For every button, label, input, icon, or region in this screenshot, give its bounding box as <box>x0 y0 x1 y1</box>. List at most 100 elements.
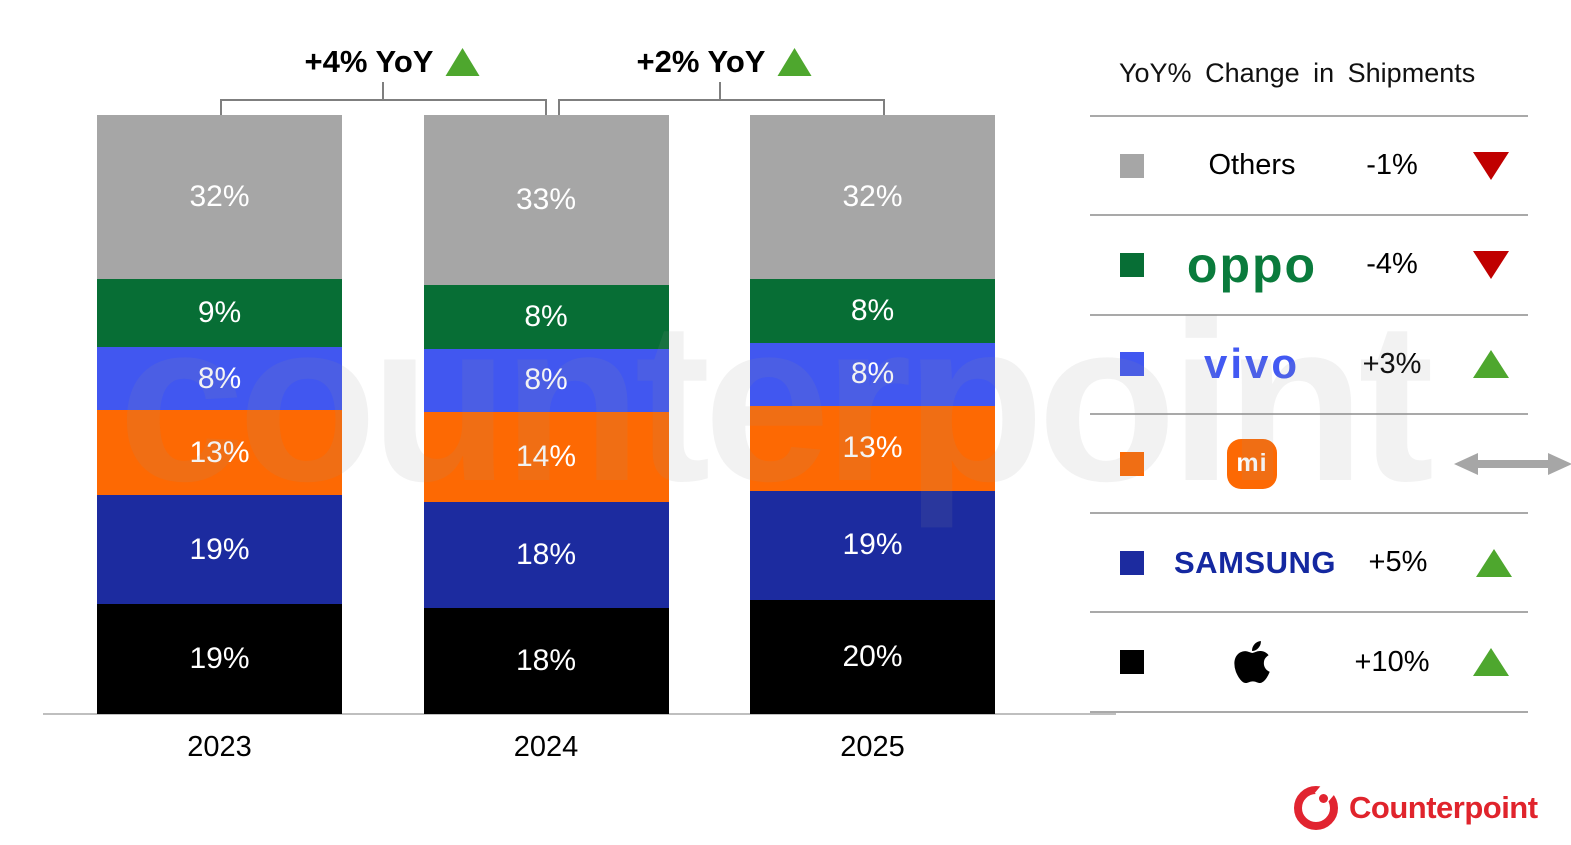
legend-swatch-cell <box>1090 252 1174 277</box>
xiaomi-logo: mi <box>1227 438 1277 489</box>
bar-segment-samsung-2025: 19% <box>750 490 995 601</box>
bracket-stem <box>382 82 384 100</box>
legend-swatch-cell <box>1090 550 1174 575</box>
segment-value-label: 8% <box>524 363 568 397</box>
legend-swatch-cell <box>1090 352 1174 377</box>
yoy-annotation-2023-2024: +4% YoY <box>305 42 480 82</box>
counterpoint-wordmark: Counterpoint <box>1349 790 1538 825</box>
legend-trend-cell <box>1454 648 1528 677</box>
samsung-logo: SAMSUNG <box>1174 545 1336 581</box>
segment-value-label: 32% <box>189 180 250 214</box>
segment-value-label: 32% <box>842 180 903 214</box>
segment-value-label: 8% <box>197 361 242 395</box>
segment-value-label: 19% <box>189 642 250 676</box>
bar-segment-apple-2023: 19% <box>97 604 342 714</box>
yoy-change-value: -1% <box>1366 149 1418 182</box>
bar-segment-xiaomi-2024: 14% <box>423 412 669 502</box>
legend-swatch-cell <box>1090 153 1174 178</box>
yoy-change-value: +3% <box>1362 347 1422 380</box>
legend-brand-cell <box>1174 638 1330 686</box>
legend-row-others: Others -1% <box>1090 117 1528 217</box>
bar-segment-others-2025: 32% <box>750 115 995 280</box>
apple-color-swatch <box>1120 650 1144 675</box>
stacked-bar-2023: 32% 9% 8% 13% 19% 19% <box>97 115 342 714</box>
oppo-color-swatch <box>1120 252 1144 277</box>
stacked-bar-2024: 33% 8% 8% 14% 18% 18% <box>423 115 669 715</box>
segment-value-label: 13% <box>189 435 250 469</box>
segment-value-label: 19% <box>842 528 903 562</box>
legend-row-xiaomi: mi <box>1090 415 1571 515</box>
segment-value-label: 19% <box>189 532 250 566</box>
bar-segment-vivo-2024: 8% <box>423 348 669 413</box>
segment-value-label: 8% <box>850 357 895 391</box>
stacked-bar-2025: 32% 8% 8% 13% 19% 20% <box>750 115 995 714</box>
legend-row-samsung: SAMSUNG +5% <box>1090 514 1528 614</box>
segment-value-label: 8% <box>524 299 568 333</box>
bracket-stem <box>719 82 721 100</box>
bar-segment-xiaomi-2025: 13% <box>750 406 995 491</box>
x-axis-label-2024: 2024 <box>513 731 579 763</box>
legend-brand-cell: vivo <box>1174 343 1330 385</box>
flat-arrow-icon <box>1454 452 1571 475</box>
x-axis-labels: 2023 2024 2025 <box>97 731 995 764</box>
segment-value-label: 8% <box>850 293 895 327</box>
legend-trend-cell <box>1454 350 1528 379</box>
legend-trend-cell <box>1460 548 1528 577</box>
vivo-color-swatch <box>1120 352 1144 377</box>
counterpoint-branding: Counterpoint <box>1294 786 1538 830</box>
down-triangle-icon <box>1473 151 1509 180</box>
bar-segment-oppo-2024: 8% <box>423 284 669 349</box>
bar-segment-vivo-2023: 8% <box>97 346 342 411</box>
segment-value-label: 14% <box>515 440 577 474</box>
legend-trend-cell <box>1454 250 1528 279</box>
stacked-bars: 32% 9% 8% 13% 19% 19% 33% 8% 8% 14% 18% 18% 32% 8% 8% 1… <box>97 115 995 715</box>
bar-segment-others-2023: 32% <box>97 115 342 280</box>
samsung-color-swatch <box>1120 550 1144 575</box>
bar-segment-apple-2025: 20% <box>750 600 995 714</box>
xiaomi-color-swatch <box>1120 451 1144 476</box>
segment-value-label: 9% <box>197 295 242 329</box>
legend-brand-cell: mi <box>1174 438 1330 489</box>
x-axis-label-2025: 2025 <box>840 731 905 763</box>
legend-swatch-cell <box>1090 451 1174 476</box>
legend-brand-cell: SAMSUNG <box>1174 547 1336 578</box>
counterpoint-logo-icon <box>1294 786 1338 830</box>
segment-value-label: 18% <box>515 537 577 571</box>
legend-label-others: Others <box>1208 149 1296 182</box>
bar-segment-samsung-2023: 19% <box>97 494 342 605</box>
legend-swatch-cell <box>1090 650 1174 675</box>
up-triangle-icon <box>445 48 480 76</box>
up-triangle-icon <box>1473 648 1509 677</box>
yoy-change-value: +10% <box>1354 645 1430 678</box>
legend-row-vivo: vivo +3% <box>1090 316 1528 415</box>
bar-segment-oppo-2025: 8% <box>750 279 995 343</box>
oppo-logo: oppo <box>1186 236 1318 293</box>
segment-value-label: 18% <box>515 643 577 677</box>
segment-value-label: 33% <box>515 182 577 216</box>
legend-trend-cell <box>1454 151 1528 180</box>
legend-table: Others -1% oppo -4% vivo +3% mi SAMSUNG +5% +10% <box>1090 115 1571 713</box>
legend-trend-cell <box>1454 451 1571 477</box>
bar-segment-samsung-2024: 18% <box>423 501 669 608</box>
legend-row-oppo: oppo -4% <box>1090 216 1528 316</box>
vivo-logo: vivo <box>1203 340 1301 388</box>
bar-segment-oppo-2023: 9% <box>97 279 342 347</box>
yoy-annotation-label: +4% YoY <box>304 44 434 79</box>
bar-segment-apple-2024: 18% <box>423 607 669 715</box>
legend-title: YoY% Change in Shipments <box>1119 58 1476 88</box>
bracket-2023-2024 <box>220 99 547 115</box>
legend-row-apple: +10% <box>1090 613 1528 713</box>
yoy-annotation-label: +2% YoY <box>636 44 766 79</box>
legend-brand-cell: oppo <box>1174 240 1330 290</box>
bar-segment-xiaomi-2023: 13% <box>97 410 342 495</box>
x-axis-label-2023: 2023 <box>187 731 252 763</box>
up-triangle-icon <box>777 48 812 76</box>
bar-segment-vivo-2025: 8% <box>750 342 995 407</box>
up-triangle-icon <box>1473 350 1509 379</box>
others-color-swatch <box>1120 153 1144 178</box>
legend-brand-cell: Others <box>1174 149 1330 182</box>
up-triangle-icon <box>1475 548 1512 577</box>
bar-segment-others-2024: 33% <box>423 115 669 285</box>
segment-value-label: 13% <box>842 431 903 465</box>
